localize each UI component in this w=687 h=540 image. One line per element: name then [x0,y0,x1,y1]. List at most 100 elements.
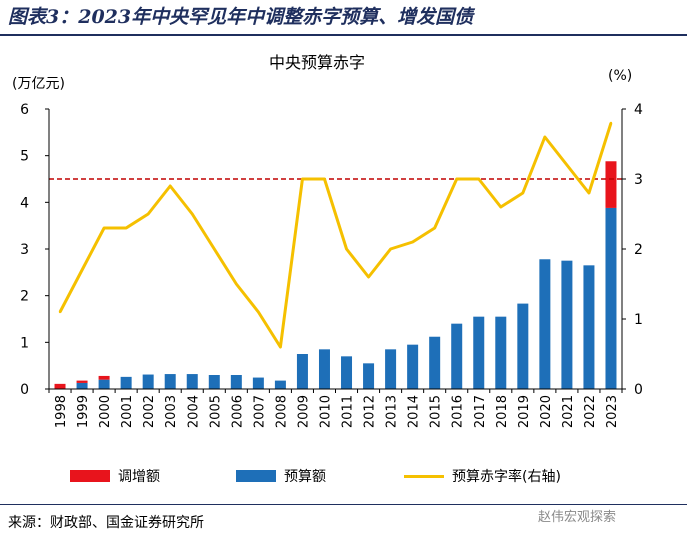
bar-budget-2010 [318,349,330,389]
bar-budget-2006 [230,375,242,389]
x-tick-label-1998: 1998 [54,395,69,428]
x-tick-label-2017: 2017 [473,395,488,428]
source-note: 来源：财政部、国金证券研究所 [8,515,204,531]
x-tick-label-2006: 2006 [230,395,245,428]
x-tick-label-2002: 2002 [142,395,157,428]
x-tick-label-2023: 2023 [605,395,620,428]
watermark: 赵伟宏观探索 [538,510,617,525]
x-tick-label-2003: 2003 [164,395,179,428]
point-rate-2005 [213,247,216,251]
point-rate-2016 [455,177,458,181]
bar-budget-2017 [473,316,485,389]
point-rate-2018 [499,205,502,209]
legend-label-budget: 预算额 [284,469,326,485]
point-rate-2003 [169,184,172,188]
legend-swatch-budget [236,470,276,482]
rate-line-layer [58,121,613,349]
right-tick-label-1: 1 [634,312,643,328]
x-tick-label-2008: 2008 [274,395,289,428]
bar-budget-1999 [76,382,88,389]
bar-budget-2019 [517,303,529,389]
bar-budget-2009 [296,354,308,389]
bar-budget-2013 [385,349,397,389]
title-rule [0,34,687,36]
bar-budget-2011 [341,356,353,389]
bar-adjust-1998 [54,383,66,389]
right-tick-label-3: 3 [634,172,643,188]
bar-budget-2023 [605,207,617,389]
x-tick-label-2012: 2012 [363,395,378,428]
bar-budget-2003 [164,374,176,389]
point-rate-2023 [609,121,613,125]
x-tick-label-2000: 2000 [98,395,113,428]
point-rate-2021 [565,163,569,167]
source-rule [0,504,687,505]
right-axis-unit: (%) [608,68,632,84]
point-rate-2009 [301,177,304,181]
x-tick-label-2001: 2001 [120,395,135,428]
left-tick-label-0: 0 [20,382,29,398]
bar-adjust-2000 [98,375,110,380]
x-tick-label-2020: 2020 [539,395,554,428]
x-tick-label-2015: 2015 [429,395,444,428]
point-rate-2002 [146,212,150,216]
left-tick-label-4: 4 [20,195,29,211]
bar-budget-2016 [451,323,463,389]
legend-swatch-rate [404,474,444,478]
bar-budget-2005 [208,375,220,389]
bar-budget-2008 [274,380,286,389]
bar-adjust-2023 [605,161,617,208]
legend: 调增额 预算额 预算赤字率(右轴) [0,462,687,488]
point-rate-2022 [587,191,591,195]
x-tick-label-2014: 2014 [407,395,422,428]
x-tick-label-2007: 2007 [252,395,267,428]
figure-title: 图表3：2023年中央罕见年中调整赤字预算、增发国债 [8,6,474,28]
bar-budget-2014 [407,344,419,389]
left-tick-label-1: 1 [20,335,29,351]
point-rate-2010 [323,177,326,181]
point-rate-2008 [279,345,282,349]
bar-budget-2007 [252,377,264,389]
bar-budget-2004 [186,374,198,389]
axes-layer: 0 1 2 3 4 5 6 0 1 2 3 4 1998 1999 2000 2001 2002 2003 2004… [20,102,643,428]
x-tick-label-1999: 1999 [76,395,91,428]
point-rate-2000 [102,226,106,230]
x-tick-label-2019: 2019 [517,395,532,428]
bar-budget-2020 [539,259,551,389]
x-tick-label-2005: 2005 [208,395,223,428]
point-rate-2007 [257,310,260,314]
left-axis-unit: (万亿元) [12,76,65,92]
point-rate-1999 [80,268,84,272]
bar-adjust-1999 [76,380,88,383]
bar-budget-2002 [142,374,154,389]
line-rate [58,122,613,349]
x-tick-label-2010: 2010 [318,395,333,428]
point-rate-2014 [411,240,414,244]
right-tick-label-0: 0 [634,382,643,398]
point-rate-2011 [345,247,348,251]
legend-item-rate: 预算赤字率(右轴) [404,466,561,486]
left-tick-label-2: 2 [20,289,29,305]
point-rate-2013 [389,247,392,251]
x-tick-label-2021: 2021 [561,395,576,428]
bar-budget-2000 [98,379,110,389]
point-rate-2006 [235,282,238,286]
bar-budget-2012 [363,363,375,389]
bar-layer [54,161,617,389]
right-tick-label-2: 2 [634,242,643,258]
x-tick-label-2013: 2013 [385,395,400,428]
x-tick-label-2011: 2011 [341,395,356,428]
bar-budget-2015 [429,336,441,389]
deficit-chart: 中央预算赤字 (万亿元) (%) 0 1 2 3 4 5 6 0 1 2 3 4 1998 1999 200… [12,53,643,428]
x-tick-label-2004: 2004 [186,395,201,428]
point-rate-2015 [433,226,436,230]
point-rate-2012 [367,275,370,279]
bar-budget-2001 [120,376,132,389]
x-tick-label-2016: 2016 [451,395,466,428]
legend-item-adjust: 调增额 [70,466,160,486]
point-rate-2017 [477,177,480,181]
legend-label-rate: 预算赤字率(右轴) [452,469,561,485]
bar-budget-2022 [583,265,595,389]
bar-budget-2018 [495,316,507,389]
left-tick-label-3: 3 [20,242,29,258]
